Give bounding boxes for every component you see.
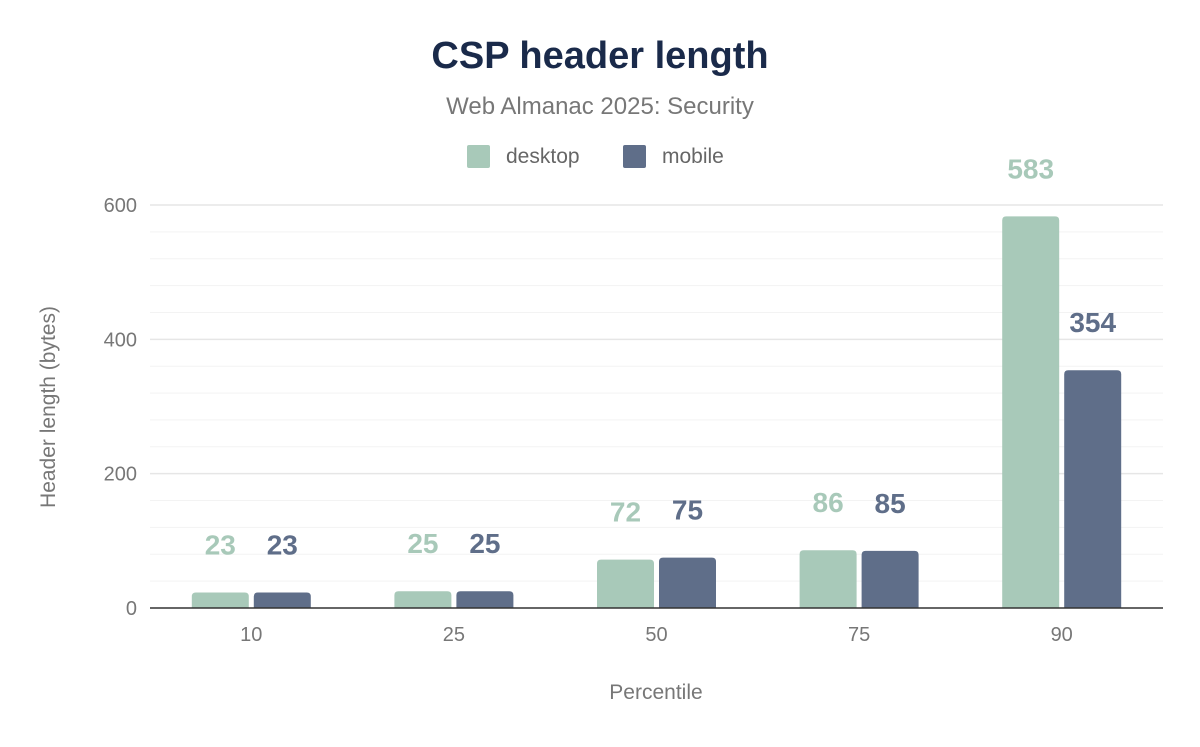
data-label-mobile-75: 85 <box>875 488 906 519</box>
data-label-desktop-25: 25 <box>407 528 438 559</box>
bar-mobile-10 <box>253 592 311 608</box>
x-tick-label: 25 <box>443 624 465 646</box>
legend-swatch-desktop <box>467 145 490 168</box>
y-axis-label: Header length (bytes) <box>37 306 60 508</box>
chart-subtitle: Web Almanac 2025: Security <box>446 93 754 120</box>
chart-title: CSP header length <box>431 35 768 77</box>
legend-label-desktop: desktop <box>506 145 580 168</box>
bars: 23 23 25 25 72 75 86 85 583 354 <box>191 153 1122 608</box>
bar-mobile-75 <box>861 550 919 608</box>
bar-desktop-50 <box>597 559 654 608</box>
x-tick-label: 10 <box>240 624 262 646</box>
bar-desktop-25 <box>394 591 452 608</box>
legend-label-mobile: mobile <box>662 145 724 168</box>
legend-swatch-mobile <box>623 145 646 168</box>
bar-desktop-75 <box>799 550 857 608</box>
bar-mobile-25 <box>456 591 514 608</box>
y-tick-label: 0 <box>126 598 137 620</box>
x-tick-label: 75 <box>848 624 870 646</box>
x-tick-label: 50 <box>645 624 667 646</box>
y-tick-label: 200 <box>104 464 137 486</box>
data-label-desktop-75: 86 <box>813 487 844 518</box>
data-label-desktop-90: 583 <box>1007 153 1054 184</box>
y-tick-label: 400 <box>104 329 137 351</box>
data-label-mobile-90: 354 <box>1069 307 1116 338</box>
y-tick-label: 600 <box>104 195 137 217</box>
x-axis-label: Percentile <box>609 681 702 704</box>
y-axis-ticks: 0 200 400 600 <box>104 195 137 620</box>
x-axis-ticks: 10 25 50 75 90 <box>240 624 1073 646</box>
x-tick-label: 90 <box>1051 624 1073 646</box>
bar-mobile-90 <box>1064 370 1122 608</box>
data-label-mobile-25: 25 <box>469 528 500 559</box>
bar-desktop-90 <box>1002 216 1060 608</box>
bar-desktop-10 <box>191 592 249 608</box>
bar-mobile-50 <box>659 557 716 608</box>
gridlines <box>150 204 1163 582</box>
data-label-mobile-10: 23 <box>267 530 298 561</box>
data-label-desktop-10: 23 <box>205 530 236 561</box>
data-label-mobile-50: 75 <box>672 495 703 526</box>
data-label-desktop-50: 72 <box>610 497 641 528</box>
legend: desktop mobile <box>467 145 724 168</box>
